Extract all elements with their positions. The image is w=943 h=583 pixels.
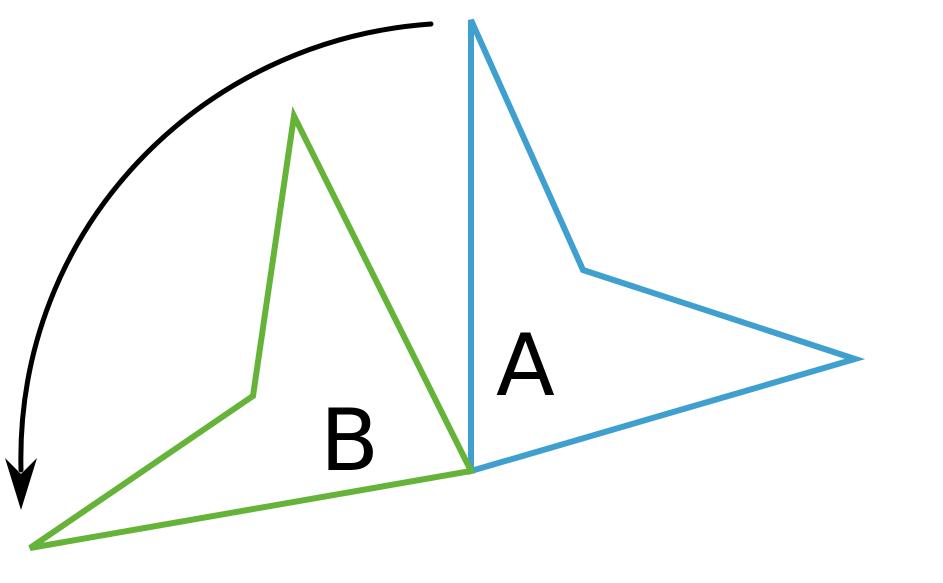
shape-b-label: B (320, 391, 379, 491)
shape-a-outline (468, 18, 866, 475)
rotation-arrow-arc (18, 21, 434, 473)
rotation-arrow-head (5, 458, 37, 510)
shape-b-outline (28, 106, 476, 551)
shape-a-label: A (496, 316, 555, 416)
